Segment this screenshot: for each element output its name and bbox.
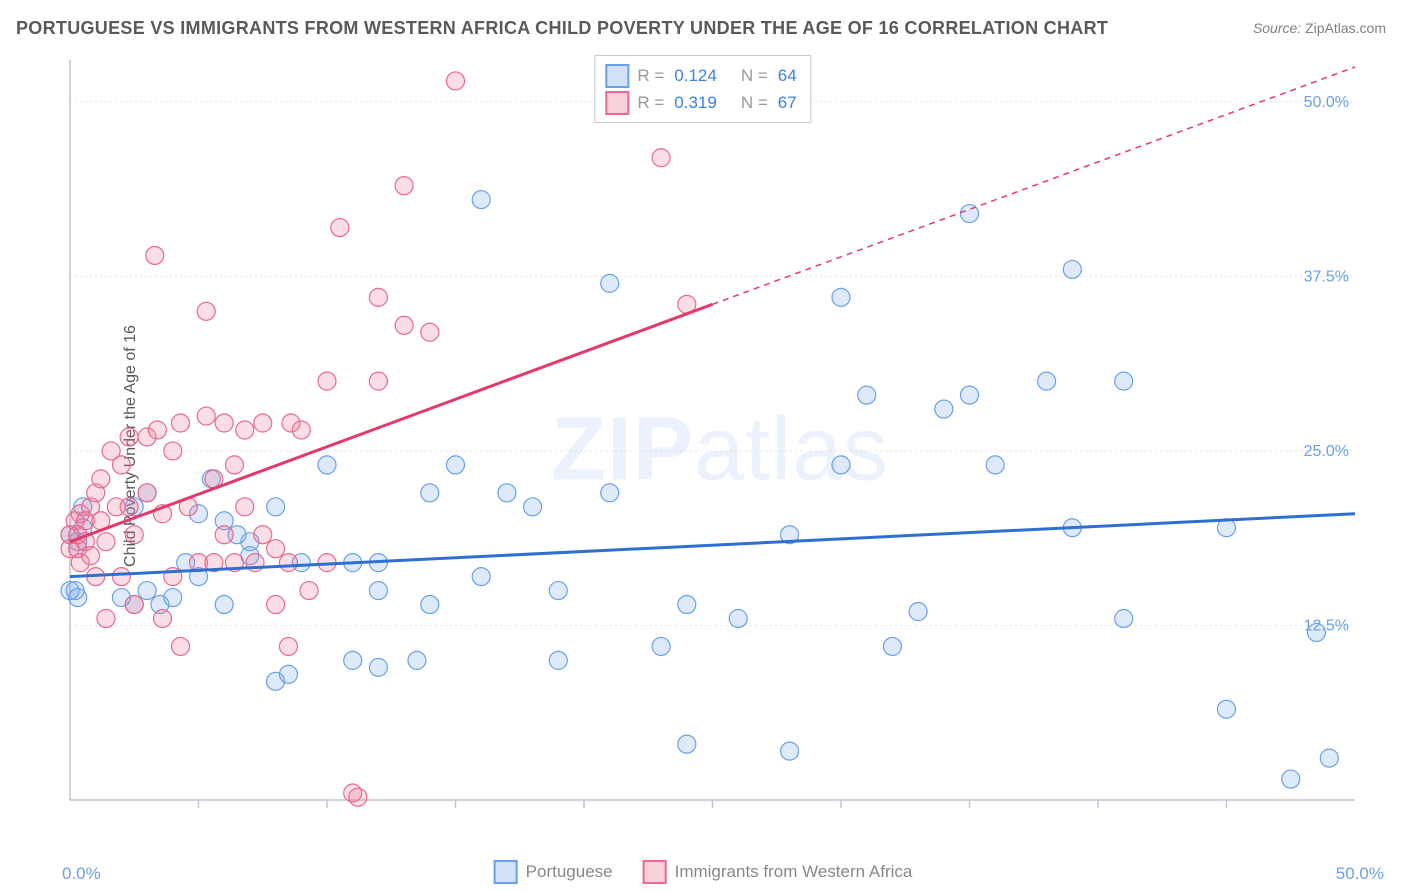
legend-N-label: N = (741, 62, 768, 89)
legend-N-value: 64 (778, 62, 797, 89)
legend-N-label: N = (741, 89, 768, 116)
chart-title: PORTUGUESE VS IMMIGRANTS FROM WESTERN AF… (16, 18, 1108, 39)
page: PORTUGUESE VS IMMIGRANTS FROM WESTERN AF… (0, 0, 1406, 892)
legend-N-value: 67 (778, 89, 797, 116)
svg-text:37.5%: 37.5% (1304, 268, 1349, 285)
x-axis-min-label: 0.0% (62, 864, 101, 884)
legend-R-label: R = (637, 89, 664, 116)
legend-series-item: Immigrants from Western Africa (643, 860, 913, 884)
x-axis-max-label: 50.0% (1336, 864, 1384, 884)
legend-series: Portuguese Immigrants from Western Africa (494, 860, 913, 884)
legend-correlation-row: R = 0.319 N = 67 (605, 89, 796, 116)
svg-text:50.0%: 50.0% (1304, 94, 1349, 111)
scatter-chart: 12.5%25.0%37.5%50.0% (55, 50, 1385, 850)
legend-series-label: Portuguese (526, 862, 613, 882)
source-label: Source: (1253, 20, 1301, 36)
legend-swatch (605, 64, 629, 88)
legend-R-value: 0.124 (674, 62, 717, 89)
legend-series-label: Immigrants from Western Africa (675, 862, 913, 882)
chart-area: ZIPatlas 12.5%25.0%37.5%50.0% (55, 50, 1385, 850)
legend-swatch (605, 91, 629, 115)
legend-swatch (643, 860, 667, 884)
svg-text:25.0%: 25.0% (1304, 443, 1349, 460)
legend-swatch (494, 860, 518, 884)
source-name: ZipAtlas.com (1305, 20, 1386, 36)
legend-correlation: R = 0.124 N = 64 R = 0.319 N = 67 (594, 55, 811, 123)
legend-R-label: R = (637, 62, 664, 89)
legend-R-value: 0.319 (674, 89, 717, 116)
legend-correlation-row: R = 0.124 N = 64 (605, 62, 796, 89)
legend-series-item: Portuguese (494, 860, 613, 884)
source-attribution: Source: ZipAtlas.com (1253, 20, 1386, 36)
